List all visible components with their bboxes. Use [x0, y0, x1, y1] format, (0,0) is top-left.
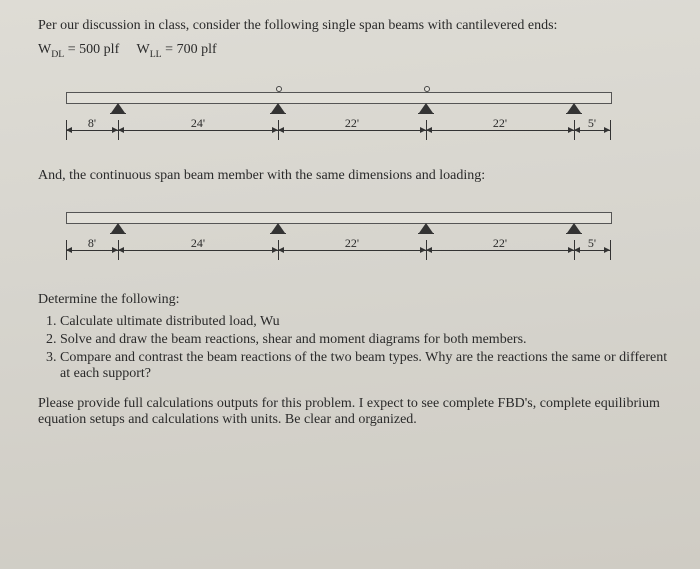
page: Per our discussion in class, consider th…: [0, 0, 700, 569]
wll-label: W: [136, 42, 149, 57]
support-base-3: [418, 113, 434, 114]
dim-label-4: 22': [480, 236, 520, 251]
dim-label-2: 24': [178, 116, 218, 131]
support-2-icon: [271, 223, 285, 233]
dim-label-3: 22': [332, 236, 372, 251]
dim-label-1: 8': [78, 116, 106, 131]
dim-label-2: 24': [178, 236, 218, 251]
dim-label-4: 22': [480, 116, 520, 131]
dim-arrow-icon: [426, 127, 432, 133]
intro-text: Per our discussion in class, consider th…: [38, 18, 668, 34]
wdl-sub: DL: [51, 49, 64, 60]
support-base-2: [270, 113, 286, 114]
wll-sub: LL: [150, 49, 162, 60]
closing-text: Please provide full calculations outputs…: [38, 396, 668, 428]
task-item-3: Compare and contrast the beam reactions …: [60, 350, 668, 382]
support-3-icon: [419, 103, 433, 113]
beam-rect: [66, 212, 612, 224]
support-base-4: [566, 113, 582, 114]
dim-tick: [610, 240, 611, 260]
task-list: Calculate ultimate distributed load, Wu …: [38, 314, 668, 382]
support-4-icon: [567, 103, 581, 113]
load-definitions: WDL = 500 plf WLL = 700 plf: [38, 42, 668, 60]
task-item-1: Calculate ultimate distributed load, Wu: [60, 314, 668, 330]
support-2-icon: [271, 103, 285, 113]
beam-diagram-1: 8' 24' 22' 22' 5': [58, 74, 618, 154]
support-base-3: [418, 233, 434, 234]
beam-diagram-2: 8' 24' 22' 22' 5': [58, 194, 618, 274]
para-continuous: And, the continuous span beam member wit…: [38, 168, 668, 184]
determine-heading: Determine the following:: [38, 292, 668, 308]
beam-rect: [66, 92, 612, 104]
dim-arrow-icon: [278, 127, 284, 133]
wll-val: = 700 plf: [162, 42, 217, 57]
support-base-1: [110, 233, 126, 234]
support-base-1: [110, 113, 126, 114]
dim-arrow-icon: [118, 247, 124, 253]
dim-arrow-icon: [604, 247, 610, 253]
hinge-2-icon: [424, 86, 430, 92]
support-4-icon: [567, 223, 581, 233]
support-base-4: [566, 233, 582, 234]
dim-arrow-icon: [66, 127, 72, 133]
wdl-label: W: [38, 42, 51, 57]
support-base-2: [270, 233, 286, 234]
dim-label-5: 5': [580, 236, 604, 251]
dim-arrow-icon: [426, 247, 432, 253]
dim-label-5: 5': [580, 116, 604, 131]
dim-arrow-icon: [278, 247, 284, 253]
dim-arrow-icon: [118, 127, 124, 133]
wdl-val: = 500 plf: [64, 42, 119, 57]
hinge-1-icon: [276, 86, 282, 92]
dim-label-1: 8': [78, 236, 106, 251]
support-1-icon: [111, 103, 125, 113]
dim-arrow-icon: [604, 127, 610, 133]
dim-label-3: 22': [332, 116, 372, 131]
dim-arrow-icon: [66, 247, 72, 253]
dim-tick: [610, 120, 611, 140]
task-item-2: Solve and draw the beam reactions, shear…: [60, 332, 668, 348]
support-3-icon: [419, 223, 433, 233]
support-1-icon: [111, 223, 125, 233]
